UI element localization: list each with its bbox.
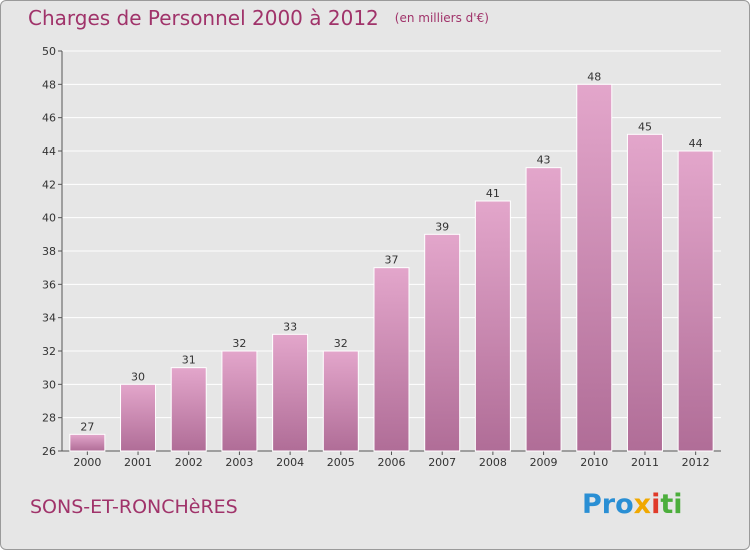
bar-value-label: 33 [283,320,297,333]
y-tick-label: 42 [42,178,56,191]
y-tick-label: 36 [42,278,56,291]
x-tick-label: 2002 [175,456,203,469]
y-tick-label: 32 [42,345,56,358]
bar-value-labels: 27 30 31 32 33 32 37 39 41 43 48 45 44 [80,70,702,433]
bar-value-label: 32 [334,337,348,350]
y-tick-label: 38 [42,245,56,258]
x-tick-label: 2004 [276,456,304,469]
x-tick-label: 2010 [580,456,608,469]
logo-part: i [651,489,661,520]
bar [677,150,714,452]
y-tick-label: 28 [42,412,56,425]
bar [221,350,258,452]
bar [322,350,359,452]
bar [525,167,562,452]
y-tick-labels: 26 28 30 32 34 36 38 40 42 44 46 48 50 [42,45,56,458]
bar-value-label: 43 [537,154,551,167]
logo-part: ti [660,489,683,520]
bar [373,267,410,452]
bar [170,367,207,452]
x-tick-label: 2003 [225,456,253,469]
x-tick-label: 2001 [124,456,152,469]
chart-unit: (en milliers d'€) [394,11,489,25]
proxiti-logo: Proxiti [582,489,683,520]
bar [424,233,461,452]
y-tick-label: 48 [42,78,56,91]
logo-part: Pro [582,489,634,520]
y-tick-label: 26 [42,445,56,458]
x-tick-labels: 2000 2001 2002 2003 2004 2005 2006 2007 2008 2009… [73,456,709,469]
x-tick-label: 2000 [73,456,101,469]
bar-value-label: 45 [638,120,652,133]
bar-value-label: 27 [80,420,94,433]
y-tick-label: 44 [42,145,56,158]
y-tick-label: 34 [42,312,56,325]
logo-part: x [633,489,652,520]
x-tick-label: 2011 [631,456,659,469]
y-tick-label: 46 [42,112,56,125]
commune-name: SONS-ET-RONCHèRES [30,496,238,518]
x-tick-label: 2012 [682,456,710,469]
bar [474,200,511,452]
x-tick-label: 2008 [479,456,507,469]
bar [69,433,106,452]
chart-title-row: Charges de Personnel 2000 à 2012 (en mill… [28,6,489,30]
bar-value-label: 39 [435,220,449,233]
bar-value-label: 30 [131,370,145,383]
bar-value-label: 37 [385,254,399,267]
y-tick-label: 40 [42,212,56,225]
bars [69,83,714,452]
x-tick-label: 2009 [530,456,558,469]
x-tick-label: 2005 [327,456,355,469]
y-tick-label: 30 [42,378,56,391]
bar-value-label: 41 [486,187,500,200]
bar-value-label: 32 [232,337,246,350]
bar [626,133,663,452]
bar [120,383,157,452]
chart-title: Charges de Personnel 2000 à 2012 [28,6,379,30]
bar-value-label: 31 [182,354,196,367]
bar [576,83,613,452]
y-tick-label: 50 [42,45,56,58]
bar-value-label: 48 [587,70,601,83]
x-tick-label: 2006 [378,456,406,469]
bar [272,333,309,452]
x-tick-label: 2007 [428,456,456,469]
bar-value-label: 44 [689,137,703,150]
